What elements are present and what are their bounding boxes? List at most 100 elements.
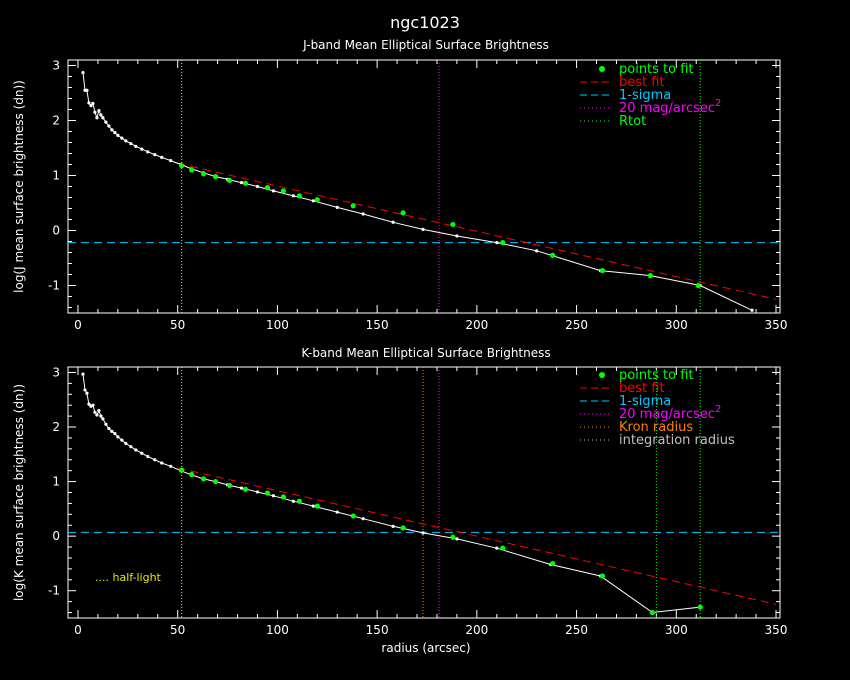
profile-point [110, 429, 114, 433]
x-tick-label: 150 [366, 623, 389, 637]
profile-point [104, 422, 108, 426]
x-tick-label: 150 [366, 318, 389, 332]
profile-point [750, 308, 754, 312]
profile-point [83, 388, 87, 392]
y-axis-label: log(K mean surface brightness (dn)) [12, 384, 26, 601]
fit-point [550, 560, 556, 567]
profile-point [124, 139, 128, 143]
profile-point [169, 159, 173, 163]
x-axis-label: radius (arcsec) [381, 641, 470, 655]
profile-point [255, 490, 260, 494]
profile-point [101, 116, 105, 120]
profile-point [495, 546, 499, 550]
profile-point [311, 504, 315, 508]
profile-point [169, 464, 173, 468]
profile-point [99, 113, 103, 117]
profile-point [335, 510, 339, 514]
profile-point [140, 451, 144, 455]
profile-line [82, 72, 753, 311]
panel-title: J-band Mean Elliptical Surface Brightnes… [302, 38, 549, 52]
fit-point [212, 478, 219, 485]
profile-point [291, 499, 295, 503]
y-tick-label: 2 [52, 420, 60, 434]
profile-point [271, 189, 276, 193]
profile-point [455, 537, 459, 541]
profile-point [116, 435, 120, 439]
legend-points-marker [599, 372, 605, 378]
profile-point [391, 524, 395, 528]
x-tick-label: 250 [565, 318, 588, 332]
profile-point [85, 88, 89, 92]
fit-point [201, 171, 207, 177]
profile-point [146, 454, 150, 459]
legend-sigma-label: 1-sigma [619, 394, 671, 409]
y-tick-label: 2 [52, 114, 60, 128]
legend-mag20-superscript: 2 [715, 404, 721, 415]
fit-point [314, 503, 320, 509]
best-fit-line [177, 467, 777, 605]
j-band-panel: J-band Mean Elliptical Surface Brightnes… [12, 38, 787, 332]
legend-kron-label: Kron radius [619, 420, 693, 435]
profile-point [116, 133, 120, 137]
figure-title: ngc1023 [390, 13, 460, 32]
x-tick-label: 50 [170, 623, 185, 637]
fit-point [242, 486, 249, 492]
x-tick-label: 350 [765, 318, 788, 332]
fit-point [599, 573, 606, 579]
legend-points-label: points to fit [619, 62, 694, 77]
profile-point [535, 249, 539, 253]
profile-point [87, 402, 91, 406]
x-tick-label: 300 [665, 318, 688, 332]
legend-mag20-label: 20 mag/arcsec2 [619, 98, 721, 116]
profile-point [97, 409, 101, 413]
profile-point [160, 461, 164, 465]
fit-point [264, 490, 271, 496]
legend-sigma-label: 1-sigma [619, 88, 671, 103]
profile-point [146, 150, 150, 154]
profile-point [361, 517, 365, 521]
fit-point [201, 476, 207, 482]
profile-point [113, 131, 117, 135]
fit-point [314, 197, 320, 203]
x-tick-label: 200 [465, 623, 488, 637]
profile-point [271, 494, 276, 498]
profile-point [101, 417, 105, 421]
fit-point [189, 471, 195, 478]
fit-point [280, 494, 286, 500]
profile-point [153, 153, 157, 157]
x-tick-label: 200 [465, 318, 488, 332]
profile-point [95, 116, 99, 120]
y-tick-label: -1 [48, 279, 60, 293]
x-tick-label: 250 [565, 623, 588, 637]
fit-point [212, 174, 219, 180]
fit-point [242, 180, 249, 186]
legend-best-label: best fit [619, 75, 665, 90]
fit-point [226, 177, 233, 184]
profile-point [104, 120, 108, 124]
fit-point [350, 203, 356, 209]
profile-point [421, 531, 425, 535]
x-tick-label: 350 [765, 623, 788, 637]
profile-point [95, 413, 99, 417]
profile-point [391, 220, 395, 224]
profile-point [110, 128, 114, 132]
profile-point [140, 147, 144, 151]
legend-integration-label: integration radius [619, 433, 735, 448]
y-axis-label: log(J mean surface brightness (dn)) [12, 80, 26, 293]
profile-point [120, 438, 124, 442]
profile-point [91, 403, 95, 407]
profile-point [107, 427, 111, 431]
profile-point [113, 431, 117, 436]
profile-point [495, 241, 499, 245]
profile-point [421, 227, 425, 231]
legend-points-label: points to fit [619, 368, 694, 383]
fit-point [189, 167, 195, 173]
profile-point [255, 184, 260, 189]
profile-point [335, 205, 339, 209]
fit-point [264, 185, 271, 191]
profile-point [361, 212, 365, 216]
profile-point [93, 110, 97, 114]
profile-point [311, 199, 315, 203]
fit-point [649, 609, 655, 616]
